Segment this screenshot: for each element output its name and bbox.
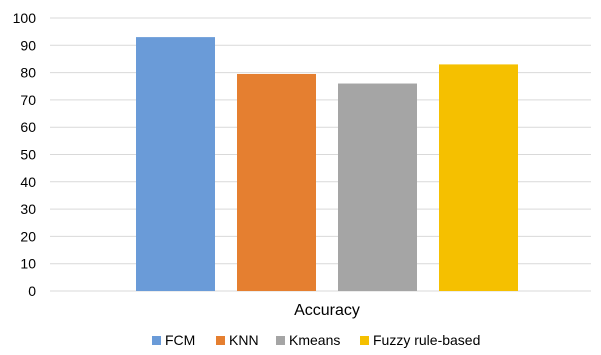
legend-item-fcm[interactable]: FCM <box>152 332 195 348</box>
legend-item-kmeans[interactable]: Kmeans <box>276 332 340 348</box>
y-tick-label: 20 <box>20 228 36 244</box>
bar-knn <box>237 73 316 291</box>
y-tick-label: 0 <box>28 283 36 299</box>
x-axis-categories: Accuracy <box>294 302 360 319</box>
legend-label: Kmeans <box>289 332 340 348</box>
legend[interactable]: FCM KNN Kmeans Fuzzy rule-based <box>152 332 480 348</box>
legend-swatch <box>360 336 369 345</box>
category-label: Accuracy <box>294 302 360 319</box>
legend-label: FCM <box>165 332 195 348</box>
legend-swatch <box>152 336 161 345</box>
y-tick-label: 10 <box>20 256 36 272</box>
bar-kmeans <box>338 83 417 292</box>
bar-fcm <box>136 37 215 291</box>
bars <box>136 37 518 292</box>
y-tick-label: 60 <box>20 119 36 135</box>
legend-swatch <box>216 336 225 345</box>
legend-item-fuzzy-rule-based[interactable]: Fuzzy rule-based <box>360 332 480 348</box>
y-tick-label: 70 <box>20 92 36 108</box>
legend-label: Fuzzy rule-based <box>373 332 480 348</box>
y-tick-label: 50 <box>20 147 36 163</box>
y-tick-label: 30 <box>20 201 36 217</box>
bar-fuzzy-rule-based <box>439 64 518 291</box>
legend-item-knn[interactable]: KNN <box>216 332 259 348</box>
y-tick-label: 90 <box>20 37 36 53</box>
y-tick-label: 40 <box>20 174 36 190</box>
y-tick-label: 100 <box>13 10 37 26</box>
y-tick-label: 80 <box>20 65 36 81</box>
y-axis-ticks: 0 10 20 30 40 50 60 70 80 90 100 <box>13 10 37 299</box>
legend-swatch <box>276 336 285 345</box>
legend-label: KNN <box>229 332 259 348</box>
